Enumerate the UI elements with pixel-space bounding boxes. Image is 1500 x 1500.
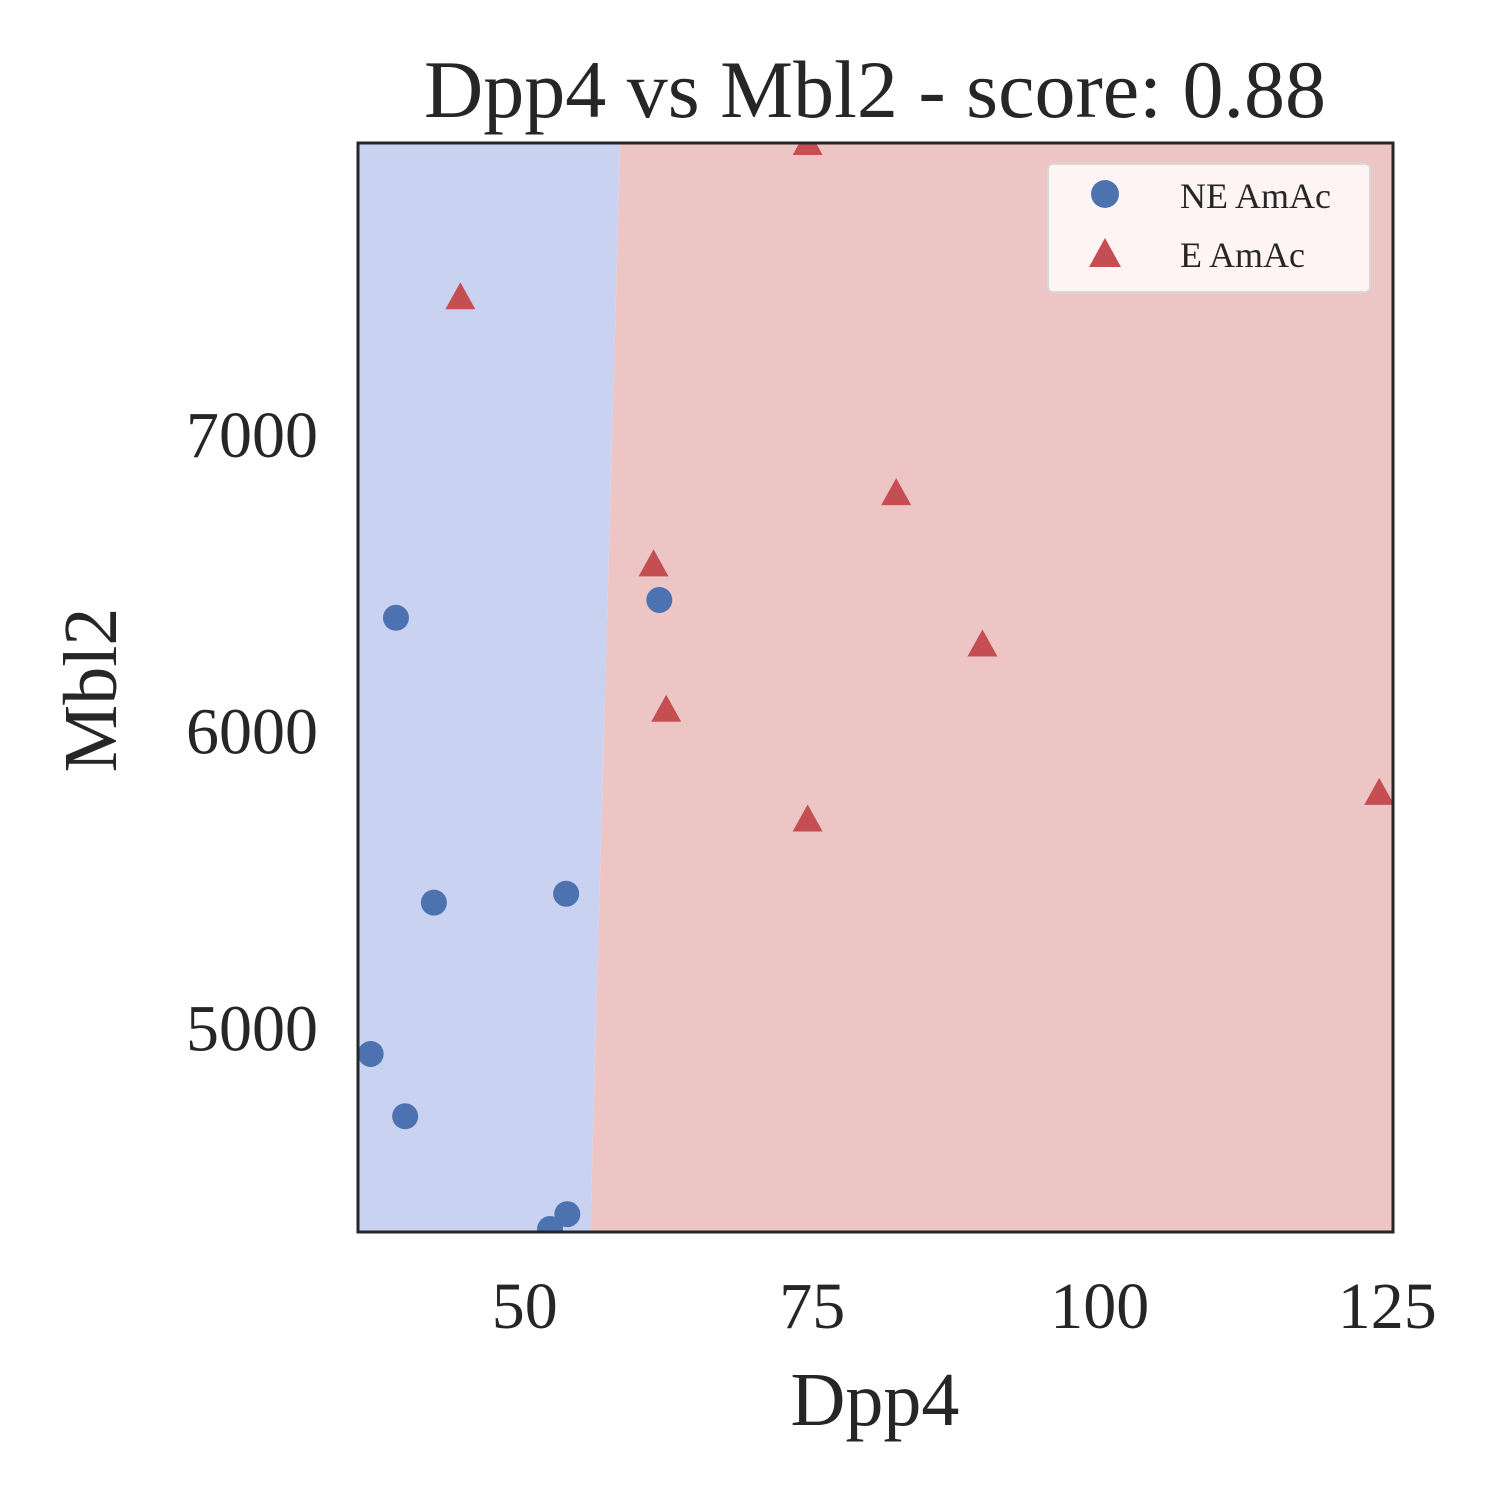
point-e-amac <box>445 282 476 310</box>
y-axis-label: Mbl2 <box>49 608 133 773</box>
legend: NE AmAc E AmAc <box>1047 163 1371 293</box>
point-e-amac <box>651 694 682 722</box>
x-axis-label: Dpp4 <box>791 1358 960 1442</box>
region-ne-amac <box>358 143 621 1232</box>
point-e-amac <box>792 804 823 832</box>
point-e-amac <box>967 629 998 657</box>
legend-box <box>1047 163 1371 293</box>
point-ne-amac <box>392 1103 419 1130</box>
legend-marker-e-amac <box>1089 238 1121 267</box>
decision-regions <box>358 143 1393 1232</box>
x-axis-ticks: 50 75 100 125 <box>492 1270 1437 1343</box>
y-tick-label: 6000 <box>186 696 318 769</box>
y-tick-label: 7000 <box>186 399 318 472</box>
plot-frame <box>356 141 1395 1234</box>
point-ne-amac <box>358 1040 384 1067</box>
legend-label-ne-amac: NE AmAc <box>1180 176 1331 216</box>
y-axis-ticks: 5000 6000 7000 <box>186 399 318 1065</box>
x-tick-label: 100 <box>1050 1270 1149 1343</box>
point-ne-amac <box>382 604 409 631</box>
legend-label-e-amac: E AmAc <box>1180 235 1305 275</box>
point-e-amac <box>638 549 669 577</box>
point-e-amac <box>1364 777 1393 805</box>
point-ne-amac <box>554 1201 581 1228</box>
chart-title: Dpp4 vs Mbl2 - score: 0.88 <box>424 44 1326 135</box>
point-ne-amac <box>420 889 447 916</box>
point-e-amac <box>792 143 823 155</box>
data-points <box>358 143 1393 1232</box>
region-e-amac <box>590 143 1393 1232</box>
point-ne-amac <box>646 586 673 613</box>
point-e-amac <box>881 478 912 506</box>
legend-marker-ne-amac <box>1091 180 1119 208</box>
y-tick-label: 5000 <box>186 992 318 1065</box>
x-tick-label: 75 <box>779 1270 845 1343</box>
point-ne-amac <box>553 880 580 907</box>
x-tick-label: 125 <box>1338 1270 1437 1343</box>
x-tick-label: 50 <box>492 1270 558 1343</box>
